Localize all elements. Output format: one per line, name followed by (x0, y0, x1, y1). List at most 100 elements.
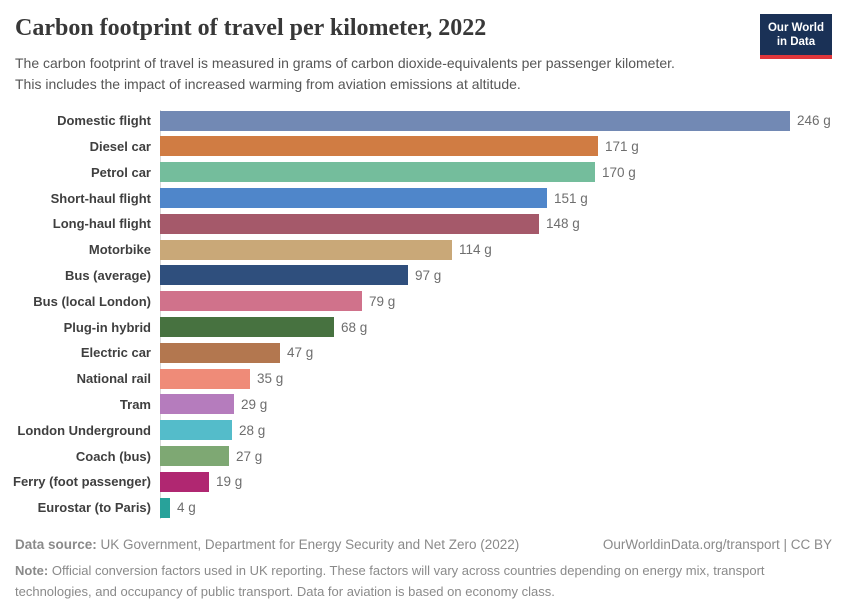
bar-value-label: 171 g (605, 138, 639, 154)
header: Carbon footprint of travel per kilometer… (0, 0, 850, 95)
bar-row: Eurostar (to Paris) 4 g (0, 495, 850, 521)
bar[interactable] (160, 188, 547, 209)
owid-logo-line1: Our World (767, 22, 824, 34)
bar-row: Short-haul flight 151 g (0, 185, 850, 211)
bar-row: Motorbike 114 g (0, 237, 850, 263)
footer-note: Note: Official conversion factors used i… (15, 561, 805, 601)
owid-logo-line2: in Data (776, 36, 816, 49)
bar-row: Bus (average) 97 g (0, 263, 850, 289)
bar[interactable] (160, 317, 334, 338)
bar-row: Petrol car 170 g (0, 159, 850, 185)
bar[interactable] (160, 394, 234, 415)
bar-category-label: Long-haul flight (52, 216, 151, 232)
note-text: Official conversion factors used in UK r… (15, 563, 765, 599)
bar-category-label: Bus (average) (65, 267, 151, 283)
data-source-label: Data source: (15, 536, 97, 552)
owid-logo: Our World in Data (759, 14, 832, 59)
bar-area: 170 g (160, 162, 850, 183)
data-source-line: Data source: UK Government, Department f… (15, 536, 519, 555)
bar-area: 79 g (160, 291, 850, 312)
bar-value-label: 29 g (241, 396, 268, 412)
bar-category-label: Coach (bus) (75, 448, 151, 464)
bar-value-label: 114 g (459, 242, 492, 258)
bar-category-label: Tram (119, 396, 151, 412)
bar-area: 28 g (160, 420, 850, 441)
bar[interactable] (160, 497, 170, 518)
bar-category-label: Short-haul flight (50, 190, 151, 206)
bar[interactable] (160, 239, 452, 260)
bar[interactable] (160, 110, 790, 131)
bar[interactable] (160, 136, 598, 157)
bar-value-label: 4 g (177, 500, 196, 516)
bar-row: Electric car 47 g (0, 340, 850, 366)
note-label: Note: (15, 563, 49, 579)
bar-row: Coach (bus) 27 g (0, 443, 850, 469)
bar-area: 35 g (160, 368, 850, 389)
bar[interactable] (160, 446, 229, 467)
bar-row: Tram 29 g (0, 392, 850, 418)
bar-row: London Underground 28 g (0, 417, 850, 443)
bar-area: 29 g (160, 394, 850, 415)
bar-value-label: 27 g (236, 448, 263, 464)
bar-value-label: 47 g (287, 345, 314, 361)
bar[interactable] (160, 342, 280, 363)
bar-category-label: Motorbike (88, 242, 151, 258)
bar-value-label: 151 g (554, 190, 588, 206)
bar-area: 97 g (160, 265, 850, 286)
credit-link[interactable]: OurWorldinData.org/transport | CC BY (602, 536, 832, 552)
bar[interactable] (160, 162, 595, 183)
bar-category-label: Ferry (foot passenger) (13, 474, 151, 490)
bar[interactable] (160, 368, 250, 389)
bar-area: 171 g (160, 136, 850, 157)
bar[interactable] (160, 420, 232, 441)
bar-area: 148 g (160, 213, 850, 234)
bar-row: Long-haul flight 148 g (0, 211, 850, 237)
bar-row: National rail 35 g (0, 366, 850, 392)
bar-row: Bus (local London) 79 g (0, 288, 850, 314)
bar-value-label: 170 g (602, 164, 636, 180)
title-block: Carbon footprint of travel per kilometer… (15, 12, 760, 95)
bar-value-label: 68 g (341, 319, 368, 335)
bar-category-label: Domestic flight (57, 113, 151, 129)
footer-top: Data source: UK Government, Department f… (15, 536, 832, 555)
page-subtitle: The carbon footprint of travel is measur… (15, 54, 675, 92)
bar-category-label: Diesel car (89, 138, 151, 154)
footer: Data source: UK Government, Department f… (0, 521, 850, 602)
bar[interactable] (160, 213, 539, 234)
bar-area: 27 g (160, 446, 850, 467)
bar-rows: Domestic flight 246 g Diesel car 171 g Petro… (0, 108, 850, 521)
bar-category-label: Eurostar (to Paris) (37, 500, 151, 516)
bar-row: Domestic flight 246 g (0, 108, 850, 134)
bar-value-label: 97 g (415, 267, 442, 283)
bar-value-label: 28 g (239, 422, 266, 438)
bar-area: 68 g (160, 317, 850, 338)
bar-chart: Domestic flight 246 g Diesel car 171 g Petro… (0, 108, 850, 521)
bar-area: 114 g (160, 239, 850, 260)
bar[interactable] (160, 265, 408, 286)
bar-value-label: 246 g (797, 113, 831, 129)
bar-category-label: Electric car (80, 345, 151, 361)
bar-category-label: Bus (local London) (33, 293, 151, 309)
bar-area: 4 g (160, 497, 850, 518)
bar-value-label: 35 g (257, 371, 284, 387)
bar-category-label: Petrol car (91, 164, 151, 180)
bar-category-label: National rail (76, 371, 151, 387)
bar-value-label: 19 g (216, 474, 243, 490)
bar-category-label: Plug-in hybrid (63, 319, 151, 335)
bar-row: Plug-in hybrid 68 g (0, 314, 850, 340)
bar-row: Ferry (foot passenger) 19 g (0, 469, 850, 495)
bar-value-label: 148 g (546, 216, 580, 232)
bar-category-label: London Underground (17, 422, 151, 438)
bar-area: 246 g (160, 110, 850, 131)
page-title: Carbon footprint of travel per kilometer… (15, 15, 487, 41)
bar-area: 47 g (160, 342, 850, 363)
y-axis-line (160, 109, 161, 519)
bar-row: Diesel car 171 g (0, 134, 850, 160)
bar-value-label: 79 g (369, 293, 396, 309)
bar[interactable] (160, 291, 362, 312)
bar-area: 151 g (160, 188, 850, 209)
bar[interactable] (160, 471, 209, 492)
bar-area: 19 g (160, 471, 850, 492)
data-source-text: UK Government, Department for Energy Sec… (100, 536, 520, 552)
